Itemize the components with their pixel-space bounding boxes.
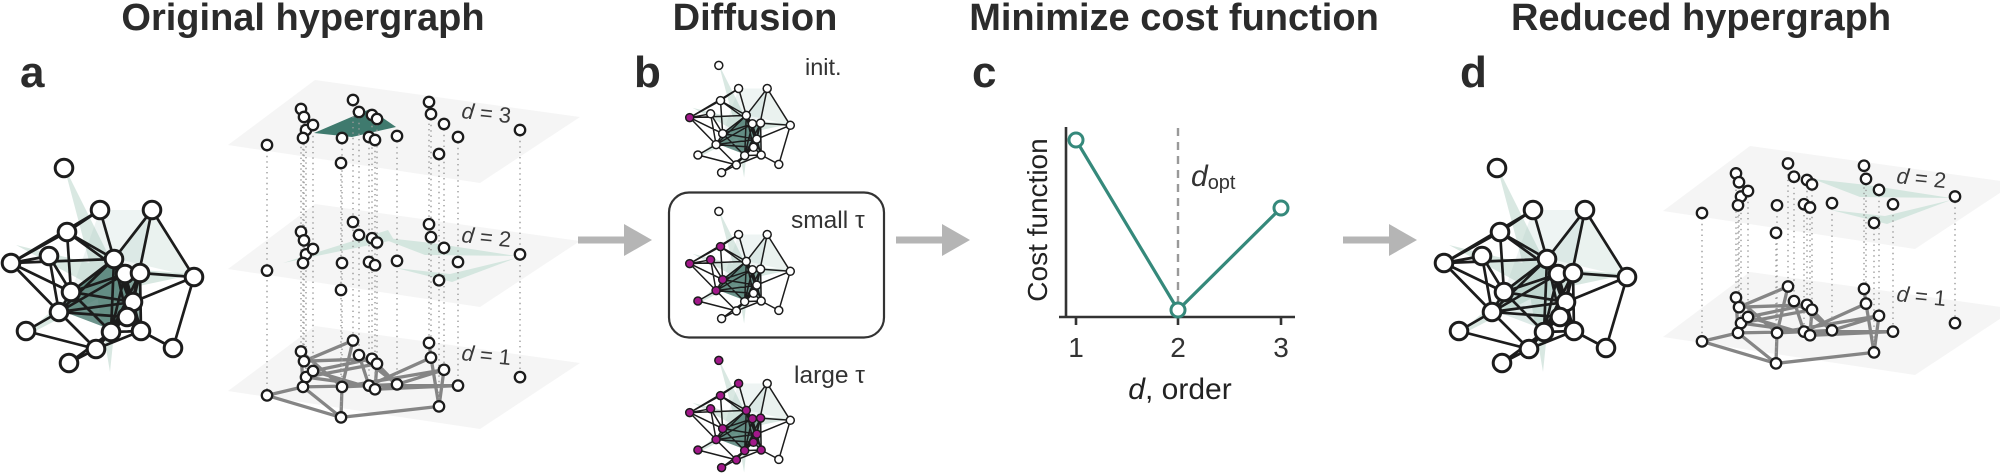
svg-text:Cost function: Cost function	[1022, 138, 1053, 301]
svg-text:c: c	[972, 48, 996, 97]
svg-text:d, order: d, order	[1128, 373, 1231, 406]
svg-text:d = 2: d = 2	[1895, 163, 1947, 193]
svg-text:a: a	[20, 48, 45, 97]
svg-text:Reduced hypergraph: Reduced hypergraph	[1511, 0, 1891, 39]
svg-text:d = 1: d = 1	[460, 340, 512, 370]
svg-text:Minimize cost function: Minimize cost function	[969, 0, 1379, 39]
svg-text:large τ: large τ	[794, 362, 865, 389]
svg-text:dopt: dopt	[1191, 160, 1236, 194]
svg-text:d = 1: d = 1	[1895, 281, 1947, 311]
svg-text:2: 2	[1170, 332, 1186, 363]
svg-text:b: b	[634, 48, 661, 97]
svg-text:1: 1	[1068, 332, 1084, 363]
svg-text:Diffusion: Diffusion	[673, 0, 838, 39]
svg-text:d: d	[1460, 48, 1487, 97]
svg-text:d = 2: d = 2	[460, 222, 512, 252]
svg-text:3: 3	[1273, 332, 1289, 363]
svg-text:d = 3: d = 3	[460, 98, 512, 128]
svg-text:small τ: small τ	[791, 207, 865, 234]
svg-text:Original hypergraph: Original hypergraph	[121, 0, 484, 39]
svg-text:init.: init.	[805, 54, 842, 80]
